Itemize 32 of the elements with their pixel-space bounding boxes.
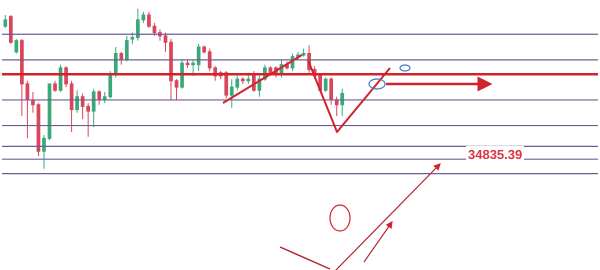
candlestick [302,48,306,58]
candlestick [14,38,18,54]
candlestick [191,59,195,76]
text: 34835.39 [466,146,524,163]
candlestick [208,48,212,72]
candlestick [142,11,146,24]
candlestick [75,90,79,114]
candlestick [324,76,328,92]
candlestick [180,59,184,90]
candlestick [340,88,344,116]
candlestick [80,93,84,120]
candlestick [240,76,245,84]
candlestick [53,80,57,92]
candlestick [20,38,24,116]
candlestick [8,14,13,44]
candlestick [334,96,339,116]
candlestick [26,80,30,139]
candlestick [124,35,129,62]
candlestick [186,59,190,68]
candlestick [196,43,200,72]
candlestick [136,8,140,42]
candlestick [230,78,234,108]
candlestick [92,88,96,128]
candlestick [246,72,250,84]
candlestick [329,76,334,106]
candlestick [3,14,8,28]
candlestick [202,44,206,54]
candlestick [235,75,240,91]
candlestick [130,32,134,44]
candlestick [119,51,124,66]
candlestick [86,102,90,138]
candlestick [102,91,107,104]
